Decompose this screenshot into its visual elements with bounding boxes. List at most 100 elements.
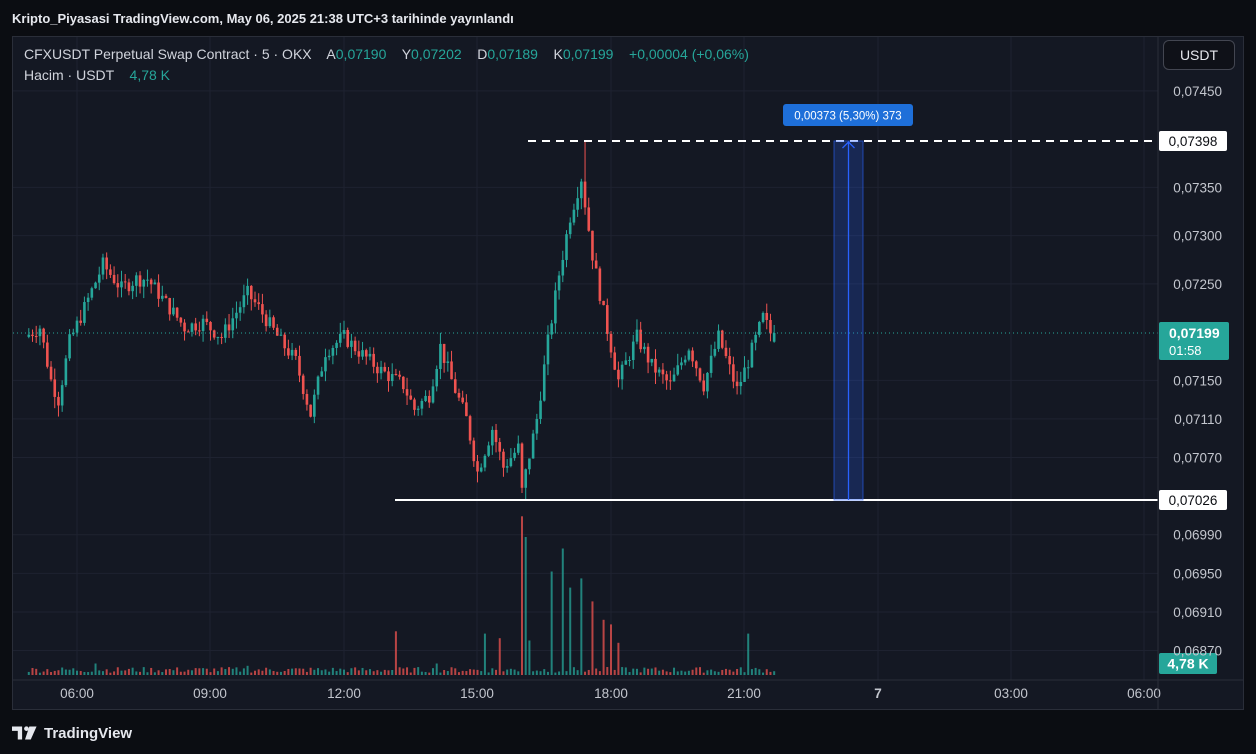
volume-bar [721,669,724,675]
chart-panel[interactable] [12,36,1244,710]
candle-body [146,279,149,281]
y-tick-label: 0,07110 [1174,412,1222,427]
candle-body [253,299,257,303]
volume-bar [513,669,516,675]
volume-bar [376,670,379,675]
volume-bar [139,671,142,675]
volume-bar [724,668,727,675]
candle-body [49,366,53,380]
volume-bar [268,669,271,675]
candle-body [109,269,112,275]
volume-bar [157,670,160,675]
candle-body [435,368,439,387]
candle-body [772,333,776,342]
candle-body [305,393,309,405]
volume-bar [172,670,175,675]
volume-bar [532,671,535,675]
volume-bar [699,667,701,675]
tradingview-logo-icon [12,726,37,740]
candle-body [190,323,194,332]
volume-bar [302,668,305,675]
volume-bar [673,667,676,675]
candle-body [390,374,394,382]
volume-bar [53,670,56,675]
price-level-badge [1159,490,1227,510]
volume-bar [124,670,127,675]
y-tick-label: 0,07450 [1173,84,1222,99]
symbol-legend: CFXUSDT Perpetual Swap Contract · 5 · OK… [24,46,749,62]
volume-bar [35,668,38,675]
volume-bar [446,671,449,675]
candle-body [135,275,138,286]
candle-body [138,275,142,287]
candle-body [379,366,383,374]
volume-bar [706,670,709,675]
low-value: 0,07189 [487,46,538,62]
volume-bar [773,671,776,675]
x-tick-label: 03:00 [994,686,1028,701]
x-tick-label: 06:00 [60,686,94,701]
volume-bar [676,671,679,675]
volume-bar [495,669,498,675]
candle-body [57,396,60,406]
candle-body [198,330,201,332]
candle-body [364,350,368,357]
candle-body [34,336,38,338]
volume-bar [758,669,761,675]
volume-bar [428,672,431,675]
currency-button[interactable]: USDT [1163,40,1235,70]
candle-body [216,337,220,339]
volume-bar [209,672,212,675]
candle-body [631,341,635,360]
y-tick-label: 0,06950 [1173,566,1222,581]
candle-body [376,366,379,374]
candle-body [609,333,613,353]
volume-bar [205,668,208,675]
volume-bar [769,671,772,675]
candle-body [669,380,672,382]
volume-bar [502,671,505,675]
volume-bar [680,670,683,675]
volume-bar [220,667,223,675]
candle-body [728,356,731,365]
candle-body [246,285,249,296]
volume-bar [153,672,156,675]
candle-body [209,321,212,331]
candle-body [186,331,190,333]
volume-bar [576,670,579,675]
candle-body [450,361,453,380]
footer: TradingView [12,722,132,744]
candle-body [498,442,502,452]
candle-body [413,399,416,410]
candle-body [461,397,464,403]
volume-bar [239,671,242,675]
volume-bar [602,619,605,675]
volume-bar [161,672,164,675]
volume-bar [624,667,627,675]
volume-bar [517,671,520,675]
candle-body [494,429,498,443]
volume-bar [187,669,190,675]
volume-bar [658,670,661,675]
candle-body [706,372,709,392]
candle-body [205,318,209,322]
candle-body [86,297,90,303]
volume-bar [354,667,357,675]
candle-body [761,312,765,322]
candle-body [680,362,683,366]
candle-body [765,312,769,320]
volume-bar [524,537,527,675]
volume-bar [546,671,549,675]
candle-body [283,334,286,349]
volume-bar [598,671,601,675]
volume-bar [739,667,742,675]
candle-body [505,466,509,468]
volume-bar [661,669,664,675]
volume-bar [31,668,34,675]
volume-bar [550,571,553,675]
volume-bar [654,667,657,675]
volume-bar [413,667,416,675]
candle-body [387,371,390,382]
volume-bar [127,668,130,675]
